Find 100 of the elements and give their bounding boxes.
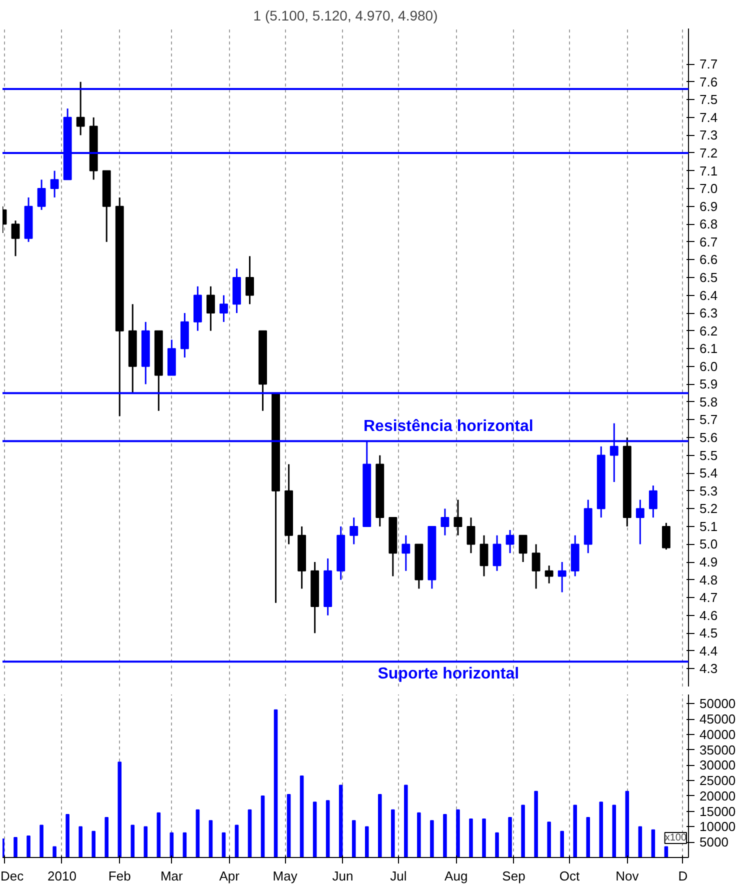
bar [260,795,265,858]
y-tick-label: 40000 [700,726,736,742]
y-tick-label: 4.6 [700,608,718,623]
bar [312,802,317,858]
y-tick-label: 5000 [700,834,728,850]
chart-title: 1 (5.100, 5.120, 4.970, 4.980) [253,8,438,24]
y-tick-label: 7.6 [700,74,718,90]
bar [78,826,82,858]
bar [104,817,109,858]
candlestick [648,484,658,518]
x-tick-label: 2010 [48,868,76,884]
y-tick-label: 5.2 [700,501,718,516]
y-tick-label: 6.9 [700,198,718,214]
bar [586,817,590,858]
candlestick [11,220,20,257]
y-tick-label: 7.3 [700,128,718,143]
y-tick-label: 5.9 [700,376,718,392]
candlestick [544,564,554,584]
y-tick-label: 5.4 [700,466,718,481]
bar [234,824,239,858]
y-tick-label: 7.2 [700,145,718,160]
x-tick-label: Aug [444,868,468,884]
candlestick [636,499,644,545]
y-tick-label: 7.1 [700,163,718,178]
bar [521,804,525,858]
y-tick-label: 4.8 [700,572,718,588]
y-tick-label: 6.6 [700,252,718,268]
bar [144,826,148,858]
bar [26,835,30,858]
bar [443,814,447,858]
bar [196,809,200,858]
bar [547,822,551,858]
bar [118,762,122,858]
bar [182,832,187,858]
bar [573,804,577,858]
bar [495,832,499,858]
y-tick-label: 25000 [700,773,736,788]
x-tick-label: Feb [108,868,131,884]
bar [560,830,564,858]
bar [651,829,656,858]
x-tick-label: Nov [616,868,640,884]
bar [508,817,512,858]
y-tick-label: 4.3 [700,661,718,676]
candlestick [50,170,59,198]
y-tick-label: 6.0 [700,358,718,374]
x-tick-label: Dec [0,868,24,884]
ref-line-label: Suporte horizontal [378,666,520,683]
y-tick-label: 5.3 [700,483,718,498]
bar [404,784,408,858]
x-tick-label: Sep [502,868,526,884]
y-tick-label: 35000 [700,742,736,758]
y-tick-label: 4.7 [700,590,718,606]
y-tick-label: 5.1 [700,518,718,534]
bar [52,846,56,858]
x-tick-label: Oct [559,868,580,884]
y-tick-label: 5.6 [700,430,718,446]
y-tick-label: 5.8 [700,394,718,410]
candlestick [454,499,462,536]
bar [469,818,473,858]
bar [378,794,382,858]
bar [222,832,226,858]
candlestick [350,516,358,545]
bar [391,809,395,858]
y-tick-label: 7.4 [700,110,718,125]
candlestick [37,178,46,211]
y-tick-label: 6.4 [700,288,718,303]
bar [338,784,343,858]
y-tick-label: 50000 [700,696,736,712]
y-tick-label: 5.0 [700,536,718,552]
candlestick [662,522,670,550]
bar [92,830,96,858]
candlestick [492,534,502,572]
bar [326,800,330,858]
candlestick [480,534,488,577]
candlestick [246,255,254,305]
bar [417,812,421,858]
y-tick-label: 6.7 [700,234,718,250]
candlestick [466,516,476,554]
y-tick-label: 6.8 [700,216,718,232]
y-tick-label: 5.5 [700,448,718,463]
candlestick [518,534,528,563]
y-tick-label: 15000 [700,804,736,819]
bar [625,790,630,858]
bar [482,818,486,858]
candlestick [76,81,85,136]
y-tick-label: 10000 [700,819,736,834]
y-tick-label: 5.7 [700,412,718,428]
bar [638,826,642,858]
y-tick-label: 30000 [700,758,736,773]
bar [156,812,161,858]
bar [286,794,291,858]
bar [300,776,304,858]
x-tick-label: D [678,868,688,884]
candlestick [220,294,228,323]
bar [664,846,668,858]
bar [599,802,604,858]
bar [40,824,44,858]
x-tick-label: Apr [219,868,240,884]
candlestick [532,543,540,590]
bar [130,824,135,858]
